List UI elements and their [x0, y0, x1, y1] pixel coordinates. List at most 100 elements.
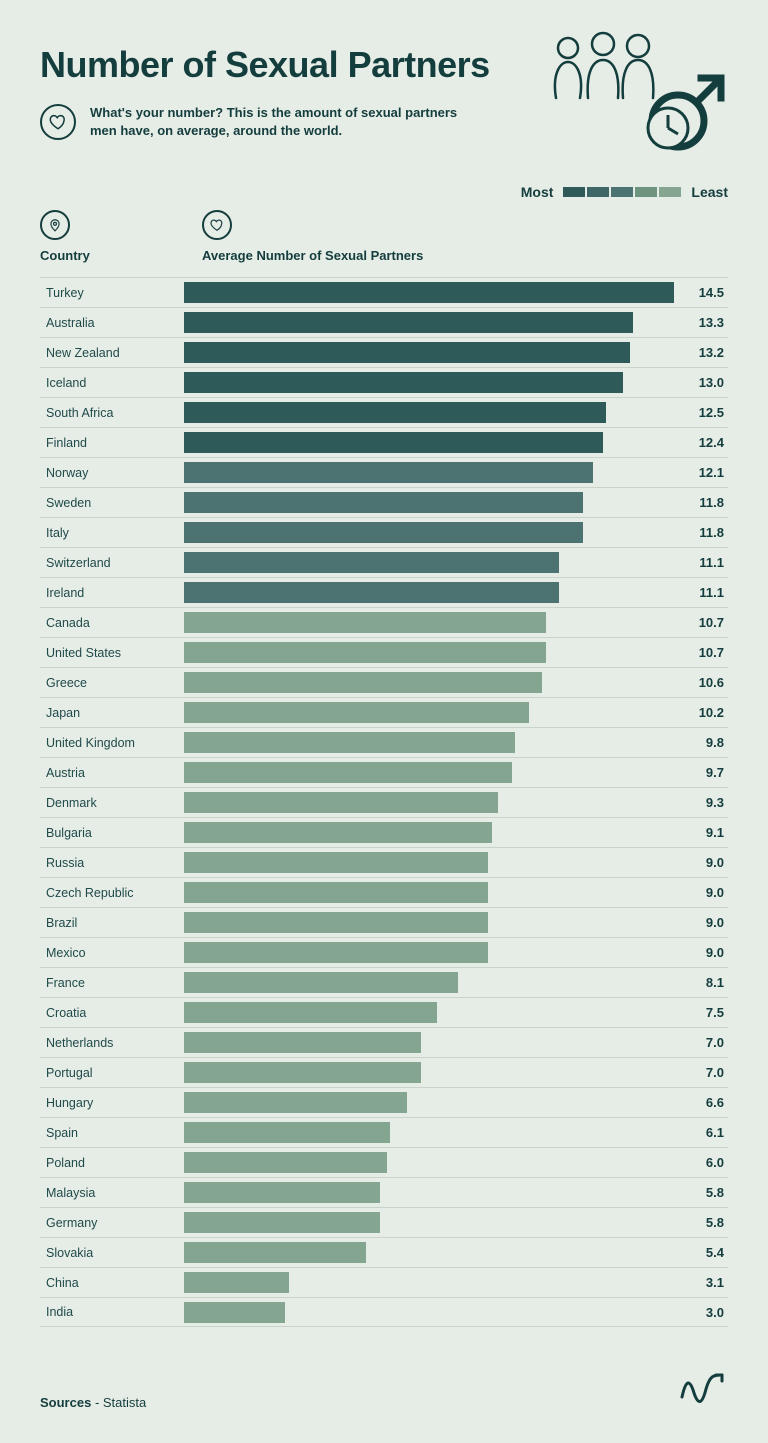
bar-cell: [184, 912, 678, 933]
bar-cell: [184, 882, 678, 903]
country-label: France: [40, 976, 184, 990]
table-row: Iceland13.0: [40, 367, 728, 397]
table-row: Netherlands7.0: [40, 1027, 728, 1057]
bar-cell: [184, 492, 678, 513]
value-label: 10.7: [678, 615, 728, 630]
legend-most-label: Most: [521, 184, 554, 200]
bar-cell: [184, 1182, 678, 1203]
bar: [184, 642, 546, 663]
table-row: Austria9.7: [40, 757, 728, 787]
bar-cell: [184, 732, 678, 753]
bar: [184, 1092, 407, 1113]
table-row: Finland12.4: [40, 427, 728, 457]
table-row: Greece10.6: [40, 667, 728, 697]
table-row: Ireland11.1: [40, 577, 728, 607]
bar-cell: [184, 1242, 678, 1263]
bar-cell: [184, 792, 678, 813]
bar: [184, 702, 529, 723]
value-label: 6.0: [678, 1155, 728, 1170]
country-label: Turkey: [40, 286, 184, 300]
table-row: United States 10.7: [40, 637, 728, 667]
value-label: 6.1: [678, 1125, 728, 1140]
sources-line: Sources - Statista: [40, 1395, 146, 1410]
bar-cell: [184, 642, 678, 663]
value-label: 9.1: [678, 825, 728, 840]
table-row: Malaysia 5.8: [40, 1177, 728, 1207]
table-row: New Zealand 13.2: [40, 337, 728, 367]
table-row: Croatia 7.5: [40, 997, 728, 1027]
legend-swatches: [563, 187, 681, 197]
value-label: 3.0: [678, 1305, 728, 1320]
value-label: 7.0: [678, 1035, 728, 1050]
bar-cell: [184, 582, 678, 603]
country-label: Iceland: [40, 376, 184, 390]
bar-cell: [184, 552, 678, 573]
header-illustration: [538, 26, 728, 156]
value-label: 7.0: [678, 1065, 728, 1080]
value-label: 12.5: [678, 405, 728, 420]
country-label: Croatia: [40, 1006, 184, 1020]
bar-cell: [184, 402, 678, 423]
table-row: Sweden11.8: [40, 487, 728, 517]
bar-cell: [184, 522, 678, 543]
value-label: 13.2: [678, 345, 728, 360]
table-row: Mexico9.0: [40, 937, 728, 967]
country-label: Japan: [40, 706, 184, 720]
pin-icon: [40, 210, 70, 240]
bar: [184, 402, 606, 423]
table-row: Brazil 9.0: [40, 907, 728, 937]
legend: Most Least: [40, 184, 728, 200]
bar: [184, 762, 512, 783]
sources-value: Statista: [103, 1395, 146, 1410]
value-label: 11.1: [678, 555, 728, 570]
country-label: New Zealand: [40, 346, 184, 360]
bar-cell: [184, 1032, 678, 1053]
bar: [184, 1182, 380, 1203]
value-label: 5.8: [678, 1185, 728, 1200]
value-label: 9.0: [678, 885, 728, 900]
value-label: 9.0: [678, 855, 728, 870]
table-row: India3.0: [40, 1297, 728, 1327]
value-label: 10.6: [678, 675, 728, 690]
table-row: Australia13.3: [40, 307, 728, 337]
country-label: United States: [40, 646, 184, 660]
value-label: 9.3: [678, 795, 728, 810]
bar: [184, 432, 603, 453]
country-label: Brazil: [40, 916, 184, 930]
bar-cell: [184, 1212, 678, 1233]
bar: [184, 1242, 366, 1263]
bar: [184, 972, 458, 993]
country-label: Canada: [40, 616, 184, 630]
value-label: 9.0: [678, 915, 728, 930]
country-label: Malaysia: [40, 1186, 184, 1200]
table-row: Poland6.0: [40, 1147, 728, 1177]
bar: [184, 822, 492, 843]
table-row: Bulgaria9.1: [40, 817, 728, 847]
legend-least-label: Least: [691, 184, 728, 200]
country-label: China: [40, 1276, 184, 1290]
table-row: Russia9.0: [40, 847, 728, 877]
bar-cell: [184, 282, 678, 303]
bar-cell: [184, 822, 678, 843]
country-label: Switzerland: [40, 556, 184, 570]
country-label: Sweden: [40, 496, 184, 510]
value-label: 11.8: [678, 525, 728, 540]
country-label: Portugal: [40, 1066, 184, 1080]
table-row: Czech Republic9.0: [40, 877, 728, 907]
bar: [184, 942, 488, 963]
bar: [184, 1302, 285, 1323]
value-label: 7.5: [678, 1005, 728, 1020]
value-label: 3.1: [678, 1275, 728, 1290]
value-label: 10.2: [678, 705, 728, 720]
country-label: Ireland: [40, 586, 184, 600]
value-label: 9.7: [678, 765, 728, 780]
country-label: United Kingdom: [40, 736, 184, 750]
value-label: 10.7: [678, 645, 728, 660]
column-header-metric: Average Number of Sexual Partners: [202, 210, 728, 263]
column-country-label: Country: [40, 248, 184, 263]
brand-logo: [678, 1367, 728, 1410]
value-label: 13.3: [678, 315, 728, 330]
value-label: 5.8: [678, 1215, 728, 1230]
table-row: Italy11.8: [40, 517, 728, 547]
bar: [184, 462, 593, 483]
